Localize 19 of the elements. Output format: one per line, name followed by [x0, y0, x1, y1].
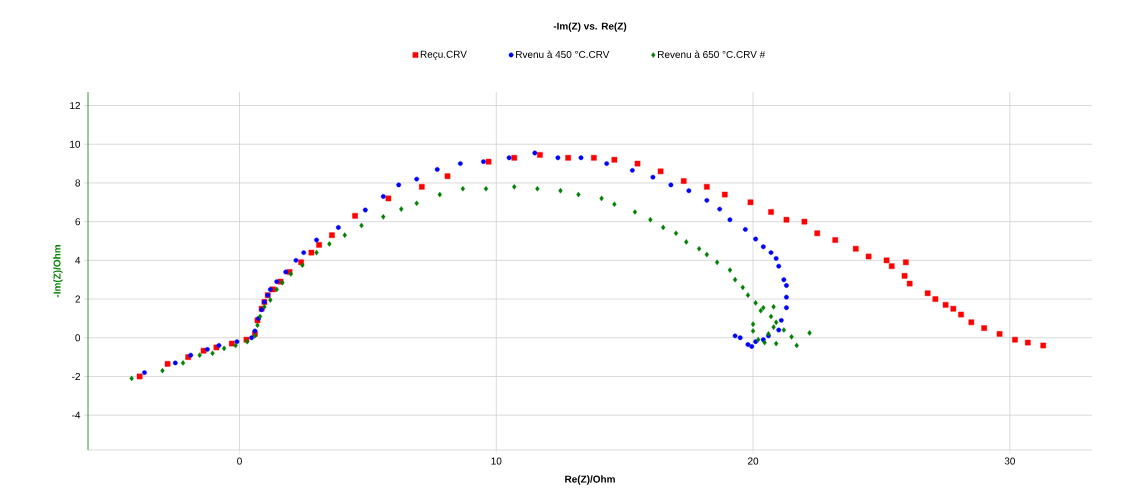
y-tick-label: 10 — [70, 140, 81, 148]
y-tick-label: -2 — [72, 372, 80, 380]
chart-title: -Im(Z) vs. Re(Z) — [553, 22, 627, 32]
y-tick-label: 8 — [75, 179, 81, 187]
x-tick-label: 30 — [1004, 457, 1015, 465]
x-tick-label: 20 — [748, 457, 759, 465]
y-tick-label: 2 — [75, 295, 80, 303]
y-tick-label: 0 — [75, 334, 81, 342]
x-tick-label: 10 — [491, 457, 502, 465]
x-axis-title: Re(Z)/Ohm — [565, 475, 615, 485]
y-tick-label: 6 — [75, 218, 81, 226]
legend-label: Rvenu à 450 °C.CRV — [516, 50, 610, 59]
y-tick-label: 12 — [70, 102, 80, 110]
y-tick-label: -4 — [72, 411, 81, 419]
y-tick-label: 4 — [75, 256, 81, 264]
y-axis-title: -Im(Z)/Ohm — [53, 245, 63, 298]
legend-label: Reçu.CRV — [420, 50, 467, 60]
x-tick-label: 0 — [237, 457, 242, 465]
legend-label: Revenu à 650 °C.CRV # — [658, 50, 766, 59]
